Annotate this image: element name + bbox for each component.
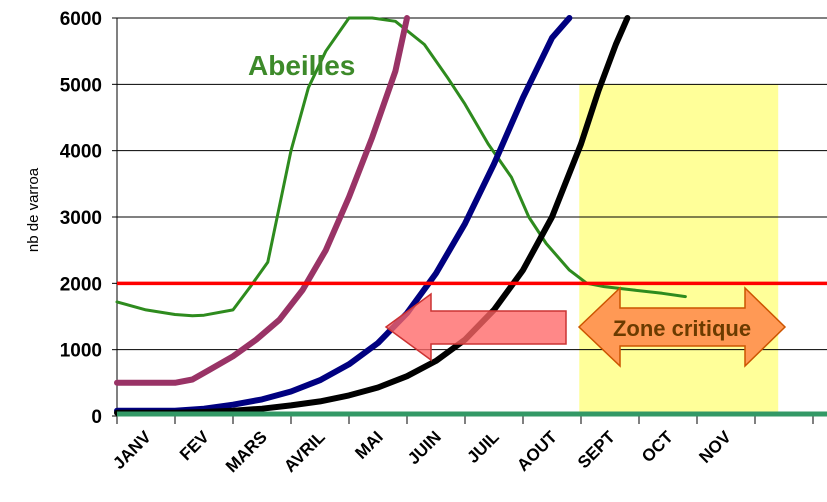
abeilles-label: Abeilles [248, 50, 355, 81]
x-tick-label: OCT [638, 427, 677, 466]
x-tick-label: MARS [222, 427, 271, 476]
series-line [114, 15, 410, 386]
series-line [115, 16, 687, 318]
y-tick-label: 6000 [60, 9, 102, 30]
y-tick-label: 3000 [60, 208, 102, 229]
x-tick-label: MAI [351, 427, 386, 462]
x-tick-label: JUIL [463, 427, 502, 466]
x-tick-label: JANV [109, 427, 155, 473]
y-tick-label: 5000 [60, 75, 102, 96]
x-tick-label: FEV [176, 427, 213, 464]
threshold-lines [117, 281, 827, 417]
x-tick-label: AVRIL [280, 427, 329, 476]
x-tick-label: JUIN [404, 427, 445, 468]
x-tick-label: SEPT [574, 427, 619, 472]
y-tick-label: 0 [91, 407, 102, 428]
y-tick-label: 2000 [60, 274, 102, 295]
x-tick-label: AOUT [513, 427, 561, 475]
y-tick-label: 1000 [60, 341, 102, 362]
x-tick-labels: JANV FEV MARS AVRIL MAI JUIN JUIL AOUT SEPT OCT NO… [109, 427, 735, 476]
left-arrow-shape [384, 292, 567, 362]
y-tick-label: 4000 [60, 142, 102, 163]
critical-zone-area [579, 84, 779, 416]
zone-critique-double-arrow [577, 286, 787, 368]
series-line [114, 15, 631, 416]
x-tick-marks [116, 416, 814, 424]
y-tick-labels: 0 1000 2000 3000 4000 5000 6000 [60, 9, 117, 428]
y-axis-label: nb de varroa [25, 167, 42, 252]
x-tick-label: NOV [695, 427, 735, 467]
zone-critique-label: Zone critique [613, 316, 751, 341]
